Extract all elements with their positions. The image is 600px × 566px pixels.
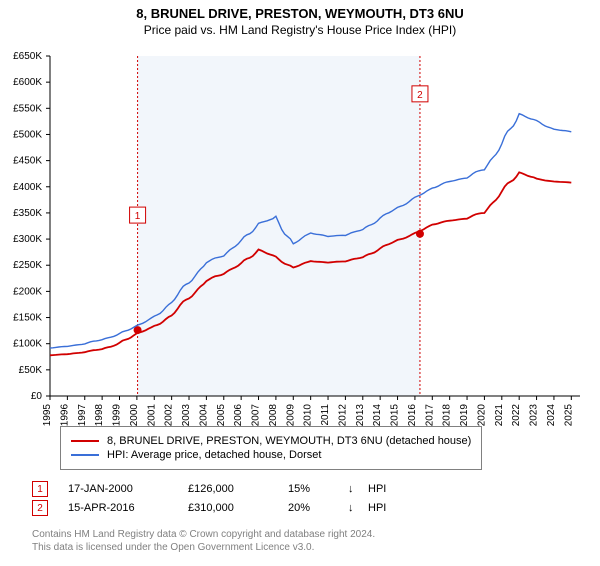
sales-table: 1 17-JAN-2000£126,00015%↓HPI 2 15-APR-2016£…: [32, 478, 386, 519]
sale-row: 2 15-APR-2016£310,00020%↓HPI: [32, 500, 386, 516]
svg-text:£200K: £200K: [13, 286, 42, 297]
svg-text:£300K: £300K: [13, 234, 42, 245]
svg-text:£500K: £500K: [13, 129, 42, 140]
svg-text:2018: 2018: [442, 404, 453, 427]
svg-text:2001: 2001: [146, 404, 157, 427]
sale-price: £310,000: [188, 502, 288, 514]
legend-item: HPI: Average price, detached house, Dors…: [71, 449, 471, 461]
svg-text:2008: 2008: [268, 404, 279, 427]
line-chart: £0£50K£100K£150K£200K£250K£300K£350K£400…: [50, 56, 580, 411]
svg-text:£400K: £400K: [13, 182, 42, 193]
legend: 8, BRUNEL DRIVE, PRESTON, WEYMOUTH, DT3 …: [60, 426, 482, 470]
sale-ref: HPI: [368, 483, 386, 495]
svg-text:2023: 2023: [529, 404, 540, 427]
svg-text:2025: 2025: [563, 404, 574, 427]
sale-marker: 1: [32, 481, 48, 497]
svg-text:2: 2: [417, 90, 423, 101]
legend-swatch: [71, 440, 99, 442]
page-subtitle: Price paid vs. HM Land Registry's House …: [0, 23, 600, 37]
sale-marker: 2: [32, 500, 48, 516]
sale-direction: ↓: [348, 483, 368, 495]
svg-text:£450K: £450K: [13, 156, 42, 167]
svg-text:2015: 2015: [390, 404, 401, 427]
svg-text:2020: 2020: [476, 404, 487, 427]
legend-label: 8, BRUNEL DRIVE, PRESTON, WEYMOUTH, DT3 …: [107, 435, 471, 447]
svg-text:£150K: £150K: [13, 313, 42, 324]
svg-text:2017: 2017: [424, 404, 435, 427]
svg-text:£350K: £350K: [13, 208, 42, 219]
svg-text:2002: 2002: [164, 404, 175, 427]
svg-text:2011: 2011: [320, 404, 331, 426]
svg-text:1998: 1998: [94, 404, 105, 427]
svg-text:£250K: £250K: [13, 260, 42, 271]
svg-text:2021: 2021: [494, 404, 505, 427]
svg-text:1: 1: [135, 211, 141, 222]
svg-text:£550K: £550K: [13, 103, 42, 114]
svg-text:£0: £0: [31, 391, 43, 402]
svg-text:2005: 2005: [216, 404, 227, 427]
sale-price: £126,000: [188, 483, 288, 495]
footer-line1: Contains HM Land Registry data © Crown c…: [32, 528, 375, 541]
footer: Contains HM Land Registry data © Crown c…: [32, 528, 375, 554]
sale-date: 15-APR-2016: [68, 502, 188, 514]
page-title: 8, BRUNEL DRIVE, PRESTON, WEYMOUTH, DT3 …: [0, 6, 600, 21]
sale-direction: ↓: [348, 502, 368, 514]
svg-text:2010: 2010: [303, 404, 314, 427]
svg-text:2007: 2007: [251, 404, 262, 427]
sale-ref: HPI: [368, 502, 386, 514]
svg-text:2006: 2006: [233, 404, 244, 427]
svg-text:1997: 1997: [77, 404, 88, 427]
sale-date: 17-JAN-2000: [68, 483, 188, 495]
legend-item: 8, BRUNEL DRIVE, PRESTON, WEYMOUTH, DT3 …: [71, 435, 471, 447]
sale-pct: 20%: [288, 502, 348, 514]
svg-text:2016: 2016: [407, 404, 418, 427]
legend-label: HPI: Average price, detached house, Dors…: [107, 449, 321, 461]
svg-text:2000: 2000: [129, 404, 140, 427]
footer-line2: This data is licensed under the Open Gov…: [32, 541, 375, 554]
svg-text:2019: 2019: [459, 404, 470, 427]
svg-text:£50K: £50K: [19, 365, 43, 376]
svg-text:£600K: £600K: [13, 77, 42, 88]
svg-text:£100K: £100K: [13, 339, 42, 350]
svg-text:1999: 1999: [112, 404, 123, 427]
svg-text:2014: 2014: [372, 404, 383, 427]
svg-text:2022: 2022: [511, 404, 522, 427]
svg-text:2012: 2012: [337, 404, 348, 427]
svg-text:2024: 2024: [546, 404, 557, 427]
svg-text:2003: 2003: [181, 404, 192, 427]
chart-container: 8, BRUNEL DRIVE, PRESTON, WEYMOUTH, DT3 …: [0, 6, 600, 566]
svg-text:£650K: £650K: [13, 51, 42, 62]
legend-swatch: [71, 454, 99, 456]
svg-text:2004: 2004: [198, 404, 209, 427]
sale-row: 1 17-JAN-2000£126,00015%↓HPI: [32, 481, 386, 497]
chart-svg: £0£50K£100K£150K£200K£250K£300K£350K£400…: [50, 56, 580, 411]
svg-text:2013: 2013: [355, 404, 366, 427]
svg-text:1996: 1996: [59, 404, 70, 427]
svg-text:1995: 1995: [42, 404, 53, 427]
svg-text:2009: 2009: [285, 404, 296, 427]
sale-pct: 15%: [288, 483, 348, 495]
